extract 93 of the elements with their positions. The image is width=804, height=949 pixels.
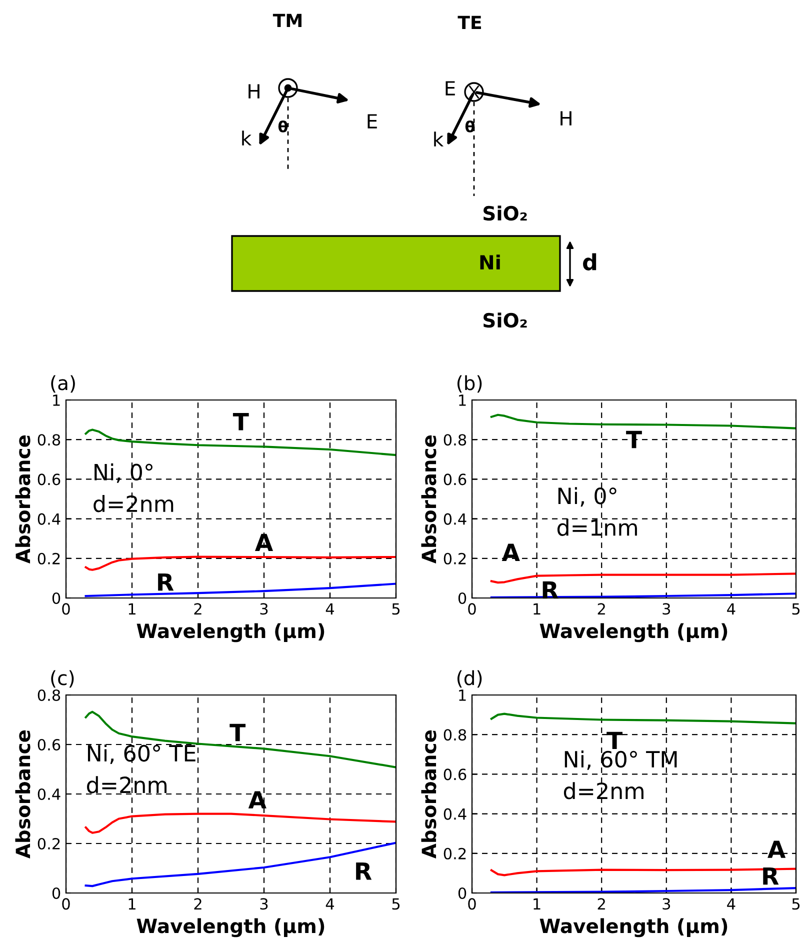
series-label: A — [502, 544, 520, 561]
y-axis-title: Absorbance — [15, 730, 30, 858]
text: TE — [458, 16, 481, 29]
text: SiO₂ — [484, 206, 527, 221]
y-tick-label: 0 — [458, 887, 466, 900]
series-label: T — [230, 724, 246, 742]
y-tick-label: 0.4 — [38, 513, 60, 525]
text: E — [368, 114, 377, 128]
chart-title: (c) — [51, 670, 74, 688]
series-label: A — [248, 791, 266, 808]
x-tick-label: 3 — [260, 603, 268, 615]
x-tick-label: 2 — [194, 603, 202, 614]
y-tick-label: 0.6 — [38, 738, 60, 751]
x-tick-label: 3 — [662, 603, 670, 615]
y-tick-label: 0.4 — [38, 788, 60, 800]
text: θ — [465, 120, 475, 132]
x-tick-label: 4 — [727, 603, 736, 614]
y-tick-label: 0.8 — [444, 434, 466, 446]
x-tick-label: 0 — [62, 898, 70, 910]
x-tick-label: 5 — [392, 898, 400, 910]
line-series — [490, 414, 796, 430]
x-tick-label: 2 — [598, 603, 605, 614]
x-tick-label: 1 — [534, 898, 540, 910]
series-label: A — [254, 534, 274, 552]
line-series — [84, 812, 396, 834]
y-tick-label: 0.8 — [38, 689, 60, 702]
line-series — [490, 712, 796, 724]
chart-title: (d) — [457, 670, 482, 688]
line-series — [84, 710, 396, 768]
y-tick-label: 0.2 — [444, 848, 466, 860]
text: H — [560, 111, 572, 126]
x-tick-label: 4 — [727, 898, 736, 910]
x-axis-title: Wavelength (μm) — [540, 918, 728, 938]
x-tick-label: 0 — [468, 603, 476, 615]
annotation: Ni, 0° d=1nm — [557, 487, 637, 536]
y-tick-label: 0 — [458, 592, 466, 604]
x-tick-label: 2 — [194, 898, 202, 910]
line-series — [84, 556, 396, 571]
y-tick-label: 1 — [53, 394, 60, 406]
x-tick-label: 5 — [792, 898, 800, 910]
series-label: R — [158, 573, 174, 591]
y-tick-label: 0 — [52, 887, 60, 900]
chart-title: (a) — [51, 375, 75, 393]
y-tick-label: 0.2 — [444, 552, 466, 564]
y-tick-label: 0.4 — [444, 513, 466, 525]
text: H — [248, 84, 260, 98]
x-tick-label: 0 — [468, 898, 476, 910]
line-series — [84, 842, 396, 888]
annotation: Ni, 60° TE d=2nm — [87, 744, 196, 794]
y-tick-label: 0.6 — [444, 768, 466, 780]
x-axis-title: Wavelength (μm) — [540, 623, 728, 642]
x-tick-label: 0 — [62, 603, 70, 615]
x-tick-label: 4 — [326, 898, 334, 910]
y-tick-label: 0.6 — [444, 474, 466, 486]
text: SiO₂ — [484, 312, 527, 328]
x-tick-label: 3 — [662, 898, 670, 910]
x-tick-label: 1 — [534, 603, 540, 614]
line-series — [84, 428, 396, 456]
text: k — [434, 132, 444, 146]
y-tick-label: 0.8 — [38, 434, 60, 446]
x-tick-label: 3 — [260, 898, 268, 910]
annotation: Ni, 60° TM d=2nm — [564, 750, 677, 800]
y-tick-label: 1 — [459, 690, 466, 701]
series-label: T — [232, 413, 249, 430]
series-label: R — [356, 862, 372, 880]
y-tick-label: 0.2 — [38, 838, 60, 850]
x-tick-label: 1 — [128, 898, 136, 910]
x-tick-label: 5 — [392, 603, 400, 615]
series-label: R — [763, 867, 779, 885]
x-tick-label: 1 — [128, 603, 136, 614]
text: TM — [272, 14, 302, 27]
text: k — [242, 130, 252, 146]
y-axis-title: Absorbance — [15, 435, 30, 564]
y-tick-label: 0.4 — [444, 808, 466, 820]
y-axis-title: Absorbance — [421, 730, 436, 858]
y-tick-label: 0.6 — [38, 474, 60, 486]
series-label: A — [768, 840, 786, 858]
text: E — [446, 81, 455, 96]
y-axis-title: Absorbance — [421, 435, 436, 564]
x-tick-label: 2 — [598, 898, 605, 910]
text: d — [583, 253, 596, 270]
y-tick-label: 1 — [459, 394, 466, 406]
x-axis-title: Wavelength (μm) — [136, 918, 324, 938]
y-tick-label: 0.8 — [444, 729, 466, 741]
text: θ — [278, 120, 288, 132]
series-label: T — [626, 430, 642, 448]
x-tick-label: 5 — [792, 603, 800, 615]
x-axis-title: Wavelength (μm) — [136, 623, 324, 642]
x-tick-label: 4 — [326, 603, 334, 614]
y-tick-label: 0 — [52, 592, 60, 604]
y-tick-label: 0.2 — [38, 552, 60, 564]
chart-title: (b) — [457, 375, 482, 393]
text: Ni — [480, 254, 500, 270]
